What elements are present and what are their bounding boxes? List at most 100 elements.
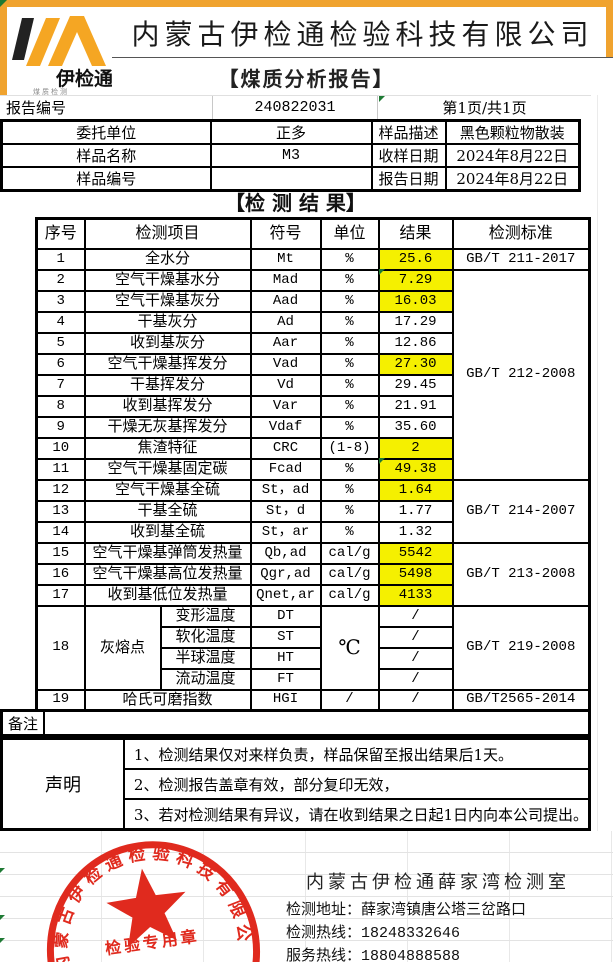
results-section-title: 【检 测 结 果】 <box>225 190 366 215</box>
standard-cell: GB/T2565-2014 <box>451 688 591 712</box>
seq-cell: 13 <box>35 499 86 523</box>
col-result: 结果 <box>377 217 454 250</box>
item-cell: 空气干燥基水分 <box>83 268 252 292</box>
report-no-label: 报告编号 <box>0 96 213 119</box>
seq-cell: 12 <box>35 478 86 502</box>
result-cell: 16.03 <box>377 289 454 313</box>
result-cell: / <box>377 625 454 649</box>
item-cell: 空气干燥基挥发分 <box>83 352 252 376</box>
result-cell: 27.30 <box>377 352 454 376</box>
results-table: 序号 检测项目 符号 单位 结果 检测标准 1 全水分 Mt % 25.6 GB… <box>35 217 591 712</box>
symbol-cell: Qgr,ad <box>249 562 322 586</box>
result-cell: / <box>377 604 454 628</box>
col-standard: 检测标准 <box>451 217 591 250</box>
col-item: 检测项目 <box>83 217 252 250</box>
receive-date-value: 2024年8月22日 <box>444 143 581 168</box>
table-row: 11 空气干燥基固定碳 Fcad % 49.38 <box>35 457 590 481</box>
unit-cell: % <box>319 268 380 292</box>
standard-cell: GB/T 213-2008 <box>451 541 591 607</box>
unit-cell: % <box>319 499 380 523</box>
symbol-cell: St，ad <box>249 478 322 502</box>
col-symbol: 符号 <box>249 217 322 250</box>
result-cell: 17.29 <box>377 310 454 334</box>
seq-cell: 19 <box>35 688 86 712</box>
item-cell: 灰熔点 <box>83 604 162 691</box>
service-hotline-line: 服务热线：18804888588 <box>286 944 460 962</box>
excel-marker-icon <box>0 915 5 920</box>
company-seal: 内蒙古伊检通检验科技有限公司 检验专用章 <box>11 808 264 962</box>
report-number-row: 报告编号 240822031 第1页/共1页 <box>0 95 591 119</box>
result-cell: 4133 <box>377 583 454 607</box>
table-row: 3 空气干燥基灰分 Aad % 16.03 <box>35 289 590 313</box>
seq-cell: 16 <box>35 562 86 586</box>
seal-caption-text: 检验专用章 <box>104 926 201 958</box>
standard-cell: GB/T 219-2008 <box>451 604 591 691</box>
table-row: 7 干基挥发分 Vd % 29.45 <box>35 373 590 397</box>
table-row: 2 空气干燥基水分 Mad % 7.29 GB/T 212-2008 <box>35 268 591 481</box>
result-cell: 21.91 <box>377 394 454 418</box>
symbol-cell: Var <box>249 394 322 418</box>
statement-body: 1、检测结果仅对来样负责，样品保留至报出结果后1天。 2、检测报告盖章有效，部分… <box>124 740 588 828</box>
client-value: 正多 <box>209 119 373 145</box>
symbol-cell: Vd <box>249 373 322 397</box>
seq-cell: 3 <box>35 289 86 313</box>
table-row: 15 空气干燥基弹筒发热量 Qb,ad cal/g 5542 GB/T 213-… <box>35 541 591 607</box>
result-cell: 7.29 <box>377 268 454 292</box>
seq-cell: 2 <box>35 268 86 292</box>
report-date-label: 报告日期 <box>370 166 447 192</box>
table-row: 样品编号 报告日期 2024年8月22日 <box>0 166 581 192</box>
sub-item-cell: 软化温度 <box>159 625 252 649</box>
seq-cell: 18 <box>35 604 86 691</box>
symbol-cell: CRC <box>249 436 322 460</box>
excel-marker-icon <box>0 0 7 7</box>
symbol-cell: HT <box>249 646 322 670</box>
sample-desc-label: 样品描述 <box>370 119 447 145</box>
unit-cell: % <box>319 331 380 355</box>
seq-cell: 8 <box>35 394 86 418</box>
report-date-value: 2024年8月22日 <box>444 166 581 192</box>
header-left-accent-bar <box>0 0 7 95</box>
excel-marker-icon <box>0 868 5 873</box>
unit-cell: (1-8) <box>319 436 380 460</box>
item-cell: 空气干燥基弹筒发热量 <box>83 541 252 565</box>
sub-item-cell: 流动温度 <box>159 667 252 691</box>
item-cell: 干基灰分 <box>83 310 252 334</box>
service-hotline-value: 18804888588 <box>361 948 461 962</box>
item-cell: 哈氏可磨指数 <box>83 688 252 712</box>
result-cell: 25.6 <box>377 247 454 271</box>
result-cell: 5542 <box>377 541 454 565</box>
table-row: 半球温度 HT / <box>37 646 590 670</box>
table-row: 12 空气干燥基全硫 St，ad % 1.64 GB/T 214-2007 <box>35 478 591 544</box>
table-row: 4 干基灰分 Ad % 17.29 <box>35 310 590 334</box>
unit-cell: % <box>319 415 380 439</box>
result-cell: 1.64 <box>377 478 454 502</box>
table-row: 10 焦渣特征 CRC (1-8) 2 <box>35 436 590 460</box>
seq-cell: 9 <box>35 415 86 439</box>
item-cell: 干基挥发分 <box>83 373 252 397</box>
seq-cell: 4 <box>35 310 86 334</box>
company-logo: 伊检通 煤质检测 <box>10 8 114 96</box>
item-cell: 干基全硫 <box>83 499 252 523</box>
symbol-cell: Vad <box>249 352 322 376</box>
statement-line: 3、若对检测结果有异议，请在收到结果之日起1日内向本公司提出。 <box>133 805 588 824</box>
item-cell: 焦渣特征 <box>83 436 252 460</box>
symbol-cell: St，d <box>249 499 322 523</box>
result-cell: / <box>377 646 454 670</box>
unit-cell: / <box>319 688 380 712</box>
table-row: 18 灰熔点 变形温度 DT ℃ / GB/T 219-2008 <box>35 604 591 691</box>
sample-name-label: 样品名称 <box>0 143 212 168</box>
table-row: 19 哈氏可磨指数 HGI / / GB/T2565-2014 <box>35 688 591 712</box>
table-row: 5 收到基灰分 Aar % 12.86 <box>35 331 590 355</box>
statement-line: 2、检测报告盖章有效，部分复印无效， <box>124 770 588 800</box>
unit-cell: cal/g <box>319 541 380 565</box>
table-row: 8 收到基挥发分 Var % 21.91 <box>35 394 590 418</box>
company-name: 内蒙古伊检通检验科技有限公司 <box>112 8 613 58</box>
symbol-cell: DT <box>249 604 322 628</box>
client-label: 委托单位 <box>0 119 212 145</box>
header-right-accent-bar <box>606 0 613 58</box>
table-row: 13 干基全硫 St，d % 1.77 <box>35 499 590 523</box>
symbol-cell: ST <box>249 625 322 649</box>
excel-marker-icon <box>0 938 5 943</box>
table-row: 14 收到基全硫 St，ar % 1.32 <box>35 520 590 544</box>
item-cell: 全水分 <box>83 247 252 271</box>
